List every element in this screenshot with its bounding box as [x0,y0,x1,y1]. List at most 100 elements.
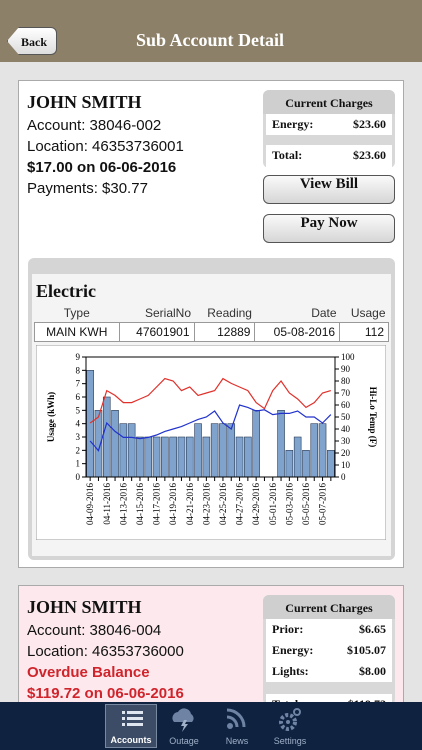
account-name: JOHN SMITH [27,92,142,112]
charge-row: Lights: $8.00 [266,661,392,682]
y-tick-label: 5 [76,405,81,415]
x-tick-label: 04-13-2016 [118,483,128,525]
bar [327,450,335,478]
x-tick-label: 04-21-2016 [185,483,195,525]
y2-tick-label: 60 [341,400,351,410]
y2-tick-label: 40 [341,424,351,434]
account-number: Account: 38046-002 [27,117,162,134]
charge-row: Prior: $6.65 [266,619,392,640]
bar [119,423,128,478]
y-tick-label: 1 [76,459,81,469]
charge-label: Lights: [272,664,309,678]
tab-label: Outage [169,736,199,746]
amount-due: $17.00 on 06-06-2016 [27,159,177,176]
tab-label: Settings [273,736,307,746]
bar [177,436,186,478]
charges-title: Current Charges [263,90,395,114]
tab-label: Accounts [110,735,152,745]
tab-icon [226,708,246,729]
y2-tick-label: 10 [341,460,351,470]
bar [86,370,94,478]
charge-rows: Prior: $6.65 Energy: $105.07 Lights: $8.00 [263,619,395,682]
x-tick-label: 04-15-2016 [135,483,145,525]
bar [210,423,219,478]
bar [227,423,236,478]
bar [293,436,302,478]
y2-tick-label: 70 [341,388,351,398]
x-tick-label: 05-03-2016 [284,483,294,525]
y-tick-label: 2 [76,445,81,455]
charge-row: Energy: $23.60 [266,114,392,135]
account-location: Location: 46353736000 [27,643,184,660]
meter-table: Type SerialNo Reading Date Usage MAIN KWH 476… [34,304,389,342]
x-tick-label: 05-01-2016 [268,483,278,525]
bar [235,436,244,478]
table-header: Type SerialNo Reading Date Usage [35,304,389,323]
tab[interactable]: Outage [158,704,210,748]
tab[interactable]: News [211,704,263,748]
y2-tick-label: 90 [341,364,351,374]
charge-amount: $105.07 [347,643,386,657]
charges-box: Current Charges Prior: $6.65 Energy: $105.0… [263,595,395,718]
bar [102,396,111,478]
y2-tick-label: 20 [341,448,351,458]
table-cell: 112 [339,322,389,342]
bar [127,423,136,478]
view-bill-button[interactable]: View Bill [263,175,395,204]
y2-tick-label: 50 [341,412,351,422]
tab-icon [279,708,301,731]
bar [144,436,153,478]
charges-box: Current Charges Energy: $23.60 Total: $23.… [263,90,395,169]
tab[interactable]: Accounts [105,704,157,748]
table-cell: 12889 [193,322,256,342]
column-header: Usage [350,306,386,320]
x-tick-label: 04-25-2016 [218,483,228,525]
bar [152,436,161,478]
tab-bar: Accounts Outage News Settings [0,702,422,750]
bar [185,436,194,478]
tab-icon [122,711,143,726]
bar [285,450,294,478]
bar [169,436,177,478]
charge-label: Prior: [272,622,304,636]
overdue-status: Overdue Balance [27,664,150,681]
charge-label: Energy: [272,643,314,657]
charge-amount: $8.00 [359,664,386,678]
y-axis-label: Usage (kWh) [46,392,56,442]
tab-label: News [225,736,249,746]
x-tick-label: 04-17-2016 [152,483,162,525]
bar [161,436,169,478]
back-button[interactable]: Back [7,27,57,55]
column-header: Type [63,306,90,320]
x-tick-label: 04-09-2016 [85,483,95,525]
total-label: Total: [272,148,303,162]
bar [252,410,260,478]
table-cell: 05-08-2016 [254,322,341,342]
y2-tick-label: 80 [341,376,351,386]
bar [111,410,119,478]
temp-line [89,377,332,424]
y2-tick-label: 30 [341,436,351,446]
service-title: Electric [36,281,96,301]
charge-amount: $6.65 [359,622,386,636]
x-tick-label: 05-05-2016 [301,483,311,525]
bar [310,423,319,478]
bar [244,436,252,478]
bar [302,450,310,478]
account-location: Location: 46353736001 [27,138,184,155]
charges-title: Current Charges [263,595,395,619]
temp-line [89,404,332,452]
amount-due: $119.72 on 06-06-2016 [27,685,184,702]
y-tick-label: 8 [76,365,81,375]
tab[interactable]: Settings [264,704,316,748]
x-tick-label: 04-11-2016 [102,483,112,525]
x-tick-label: 05-07-2016 [318,483,328,525]
x-tick-label: 04-29-2016 [251,483,261,525]
tab-icon [172,708,194,732]
account-name: JOHN SMITH [27,597,142,617]
y2-axis-label: Hi-Lo Temp (F) [368,387,378,448]
bar [318,423,327,478]
pay-now-button[interactable]: Pay Now [263,214,395,243]
bar [202,436,211,478]
